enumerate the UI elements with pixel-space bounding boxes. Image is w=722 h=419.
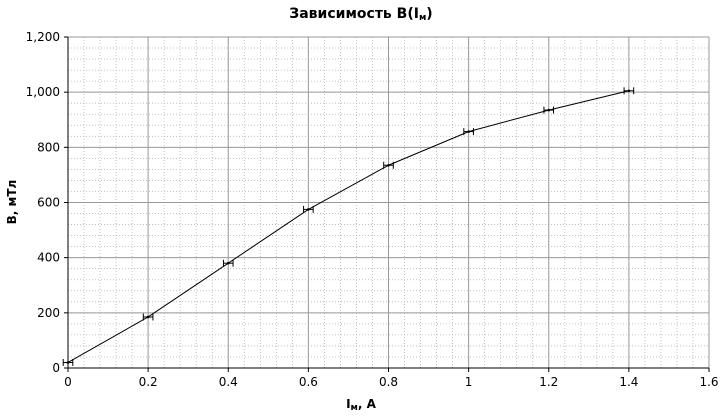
data-point	[146, 315, 150, 319]
y-tick-label: 800	[37, 140, 60, 154]
chart-title-suffix: )	[426, 6, 433, 22]
x-tick-label: 0.2	[139, 375, 158, 389]
data-point	[627, 89, 631, 93]
chart-title: Зависимость B(Iм)	[0, 6, 722, 23]
x-tick-label: 1.6	[699, 375, 718, 389]
x-axis-label: Iм, А	[0, 397, 722, 413]
y-tick-label: 600	[37, 196, 60, 210]
data-point	[66, 361, 70, 364]
x-tick-label: 0.4	[219, 375, 238, 389]
data-point	[547, 108, 551, 112]
x-tick-label: 1	[465, 375, 473, 389]
x-axis-label-subscript: м	[350, 403, 358, 413]
y-tick-label: 0	[52, 361, 60, 375]
x-tick-label: 0.8	[379, 375, 398, 389]
y-tick-label: 1,200	[26, 30, 60, 44]
x-tick-label: 1.2	[539, 375, 558, 389]
x-tick-label: 0	[64, 375, 72, 389]
data-point	[467, 130, 470, 133]
y-tick-label: 200	[37, 306, 60, 320]
x-tick-label: 1.4	[619, 375, 638, 389]
y-tick-label: 1,000	[26, 85, 60, 99]
chart-title-main: Зависимость B(I	[289, 6, 419, 22]
data-point	[226, 261, 230, 265]
y-axis-label: B, мТл	[5, 179, 19, 225]
x-tick-label: 0.6	[299, 375, 318, 389]
x-axis-label-suffix: , А	[357, 397, 376, 411]
data-point	[387, 163, 390, 167]
x-axis-label-main: I	[346, 397, 351, 411]
series-line	[67, 90, 629, 363]
chart-title-subscript: м	[418, 13, 427, 23]
data-point	[307, 208, 310, 211]
y-tick-label: 400	[37, 251, 60, 265]
